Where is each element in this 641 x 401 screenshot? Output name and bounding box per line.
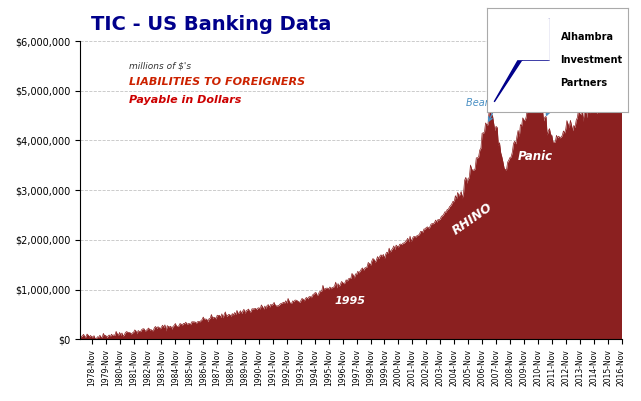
Polygon shape: [494, 18, 549, 60]
Text: Payable in Dollars: Payable in Dollars: [129, 95, 241, 105]
Text: 1995: 1995: [335, 296, 365, 306]
Polygon shape: [494, 18, 549, 102]
Text: TIC - US Banking Data: TIC - US Banking Data: [91, 15, 331, 34]
Text: Panic: Panic: [518, 150, 553, 163]
Text: May 2011: May 2011: [531, 90, 579, 115]
Text: Bear Stearns: Bear Stearns: [466, 98, 529, 121]
Text: Investment: Investment: [560, 55, 622, 65]
Text: RHINO: RHINO: [449, 201, 495, 238]
Text: Partners: Partners: [560, 78, 608, 88]
Text: LIABILITIES TO FOREIGNERS: LIABILITIES TO FOREIGNERS: [129, 77, 305, 87]
Text: Alhambra: Alhambra: [560, 32, 613, 42]
Text: millions of $'s: millions of $'s: [129, 62, 191, 71]
